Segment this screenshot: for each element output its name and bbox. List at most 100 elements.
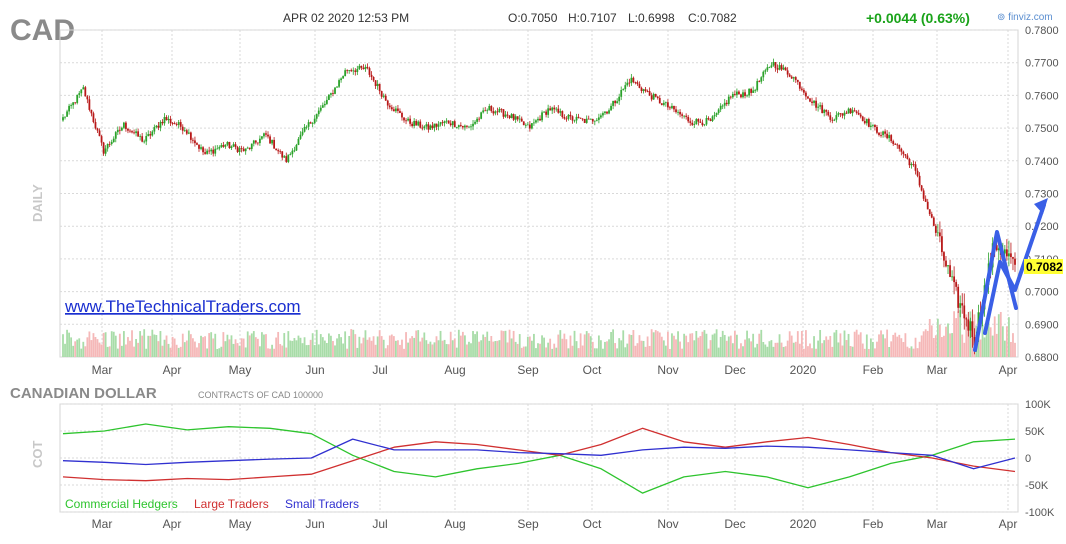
candle-body bbox=[961, 303, 964, 306]
volume-bar bbox=[547, 342, 550, 357]
candle-body bbox=[344, 70, 347, 77]
candle-body bbox=[819, 105, 822, 107]
candle-body bbox=[965, 318, 968, 320]
candle-body bbox=[1005, 249, 1008, 257]
candle-body bbox=[66, 111, 68, 117]
volume-bar bbox=[987, 321, 990, 357]
candle-body bbox=[807, 96, 809, 99]
candle-body bbox=[192, 139, 194, 141]
candle-body bbox=[1014, 258, 1016, 265]
volume-bar bbox=[342, 343, 345, 357]
candle-body bbox=[435, 123, 438, 127]
candle-body bbox=[796, 79, 799, 82]
candle-body bbox=[693, 123, 696, 125]
candle-body bbox=[445, 120, 448, 122]
volume-bar bbox=[127, 337, 129, 357]
volume-bar bbox=[470, 343, 472, 357]
candle-body bbox=[208, 150, 211, 152]
candle-body bbox=[305, 126, 308, 128]
volume-bar bbox=[1001, 326, 1004, 357]
volume-bar bbox=[809, 343, 811, 357]
volume-bar bbox=[504, 330, 507, 357]
candle-body bbox=[332, 93, 334, 94]
volume-bar bbox=[644, 346, 647, 357]
volume-bar bbox=[575, 341, 578, 357]
candle-body bbox=[470, 126, 472, 128]
candle-body bbox=[80, 89, 83, 94]
candle-body bbox=[88, 99, 91, 110]
volume-bar bbox=[157, 341, 160, 357]
watermark-link[interactable]: www.TheTechnicalTraders.com bbox=[64, 297, 301, 316]
volume-bar bbox=[457, 329, 460, 357]
volume-bar bbox=[443, 339, 446, 357]
cot-x-tick: 2020 bbox=[790, 517, 817, 531]
volume-bar bbox=[494, 341, 497, 357]
candle-body bbox=[817, 106, 820, 108]
volume-bar bbox=[181, 333, 184, 357]
volume-bar bbox=[362, 337, 365, 357]
candle-body bbox=[971, 321, 974, 338]
candle-body bbox=[401, 112, 403, 118]
candle-body bbox=[76, 94, 79, 103]
volume-bar bbox=[731, 343, 734, 357]
candle-body bbox=[677, 111, 679, 113]
candle-body bbox=[394, 108, 397, 112]
candle-body bbox=[342, 76, 345, 79]
volume-bar bbox=[1012, 333, 1014, 357]
candle-body bbox=[181, 126, 184, 131]
volume-bar bbox=[480, 340, 483, 357]
candle-body bbox=[68, 105, 70, 112]
volume-bar bbox=[981, 325, 984, 357]
volume-bar bbox=[392, 336, 395, 357]
volume-bar bbox=[963, 342, 966, 357]
candle-body bbox=[171, 123, 174, 124]
volume-bar bbox=[86, 337, 89, 357]
open-label: O:0.7050 bbox=[508, 11, 558, 25]
volume-bar bbox=[733, 331, 736, 357]
volume-bar bbox=[360, 343, 363, 357]
candle-body bbox=[407, 118, 409, 121]
price-x-tick: Oct bbox=[583, 363, 602, 377]
candle-body bbox=[829, 115, 832, 120]
volume-bar bbox=[687, 342, 690, 357]
candle-body bbox=[240, 148, 243, 149]
volume-bar bbox=[567, 348, 570, 357]
volume-bar bbox=[628, 334, 631, 357]
candle-body bbox=[169, 118, 172, 124]
volume-bar bbox=[163, 339, 166, 357]
volume-bar bbox=[888, 346, 891, 357]
cot-line-small-traders bbox=[62, 438, 1016, 470]
volume-bar bbox=[291, 340, 294, 357]
candle-body bbox=[533, 122, 535, 124]
volume-bar bbox=[788, 331, 791, 357]
volume-bar bbox=[920, 335, 923, 357]
volume-bar bbox=[212, 338, 215, 357]
candle-body bbox=[1003, 249, 1006, 254]
volume-bar bbox=[541, 335, 543, 357]
candle-body bbox=[573, 120, 576, 122]
candle-body bbox=[837, 113, 840, 116]
volume-bar bbox=[600, 340, 602, 357]
volume-bar bbox=[841, 345, 844, 357]
candle-body bbox=[541, 112, 543, 121]
volume-bar bbox=[800, 330, 803, 357]
candle-body bbox=[230, 146, 233, 149]
volume-bar bbox=[220, 346, 223, 357]
candle-body bbox=[943, 252, 945, 261]
candle-body bbox=[384, 95, 387, 101]
volume-bar bbox=[76, 339, 79, 357]
volume-bar bbox=[750, 341, 753, 357]
candle-body bbox=[863, 121, 866, 124]
candle-body bbox=[234, 144, 237, 148]
source-logo[interactable]: ⊚ finviz.com bbox=[997, 12, 1053, 23]
candle-body bbox=[165, 117, 168, 121]
candle-body bbox=[382, 95, 385, 97]
candle-body bbox=[350, 70, 353, 72]
candle-body bbox=[664, 102, 667, 104]
volume-bar bbox=[78, 338, 81, 357]
volume-bar bbox=[275, 337, 278, 357]
candle-body bbox=[413, 120, 416, 127]
candle-body bbox=[841, 113, 844, 116]
candle-body bbox=[843, 112, 846, 116]
candle-body bbox=[825, 109, 828, 112]
